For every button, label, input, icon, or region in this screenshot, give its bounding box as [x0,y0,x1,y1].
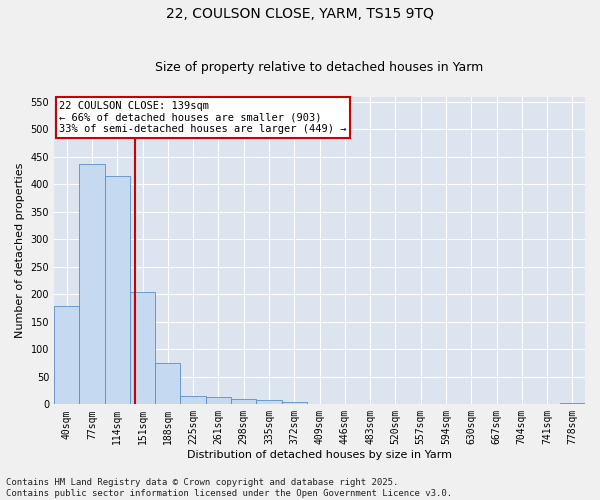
Text: 22, COULSON CLOSE, YARM, TS15 9TQ: 22, COULSON CLOSE, YARM, TS15 9TQ [166,8,434,22]
Text: Contains HM Land Registry data © Crown copyright and database right 2025.
Contai: Contains HM Land Registry data © Crown c… [6,478,452,498]
Bar [54,306,79,404]
Bar [181,396,206,404]
Bar [130,292,155,405]
Y-axis label: Number of detached properties: Number of detached properties [15,162,25,338]
Bar [281,402,307,404]
Bar [155,362,181,405]
Bar [560,402,585,404]
Bar [104,176,130,404]
X-axis label: Distribution of detached houses by size in Yarm: Distribution of detached houses by size … [187,450,452,460]
Title: Size of property relative to detached houses in Yarm: Size of property relative to detached ho… [155,62,484,74]
Bar [79,164,104,404]
Text: 22 COULSON CLOSE: 139sqm
← 66% of detached houses are smaller (903)
33% of semi-: 22 COULSON CLOSE: 139sqm ← 66% of detach… [59,101,347,134]
Bar [231,399,256,404]
Bar [206,397,231,404]
Bar [256,400,281,404]
